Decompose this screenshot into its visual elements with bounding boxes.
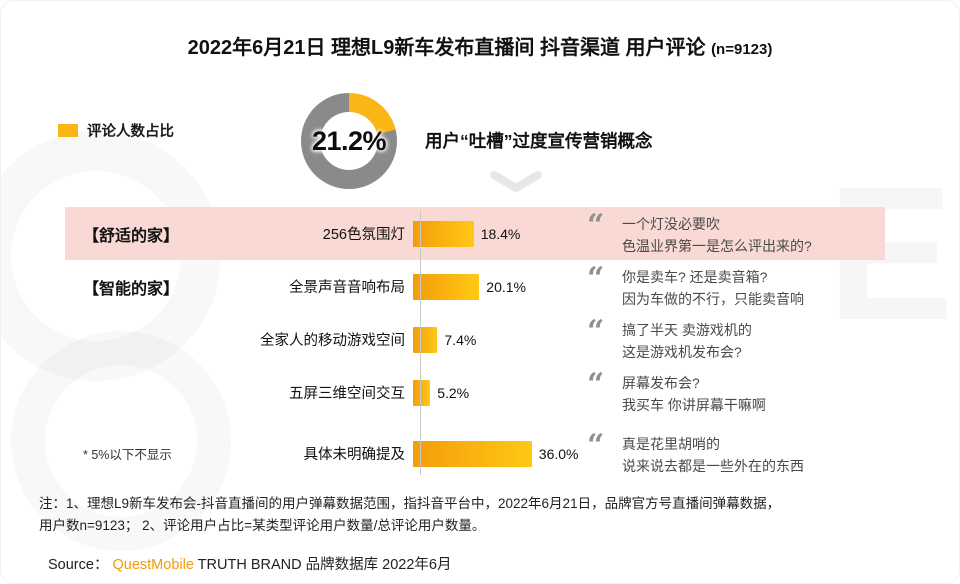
quote-cell: “ 搞了半天 卖游戏机的 这是游戏机发布会? — [587, 313, 885, 363]
chart-axis-line — [420, 211, 421, 475]
bar-chart: 【舒适的家】 256色氛围灯 18.4% “ 一个灯没必要吹 色温业界第一是怎么… — [65, 207, 885, 480]
quote-line: 搞了半天 卖游戏机的 — [622, 321, 752, 338]
legend: 评论人数占比 — [58, 120, 174, 141]
donut-percent-label: 21.2% — [311, 126, 387, 156]
chart-row: * 5%以下不显示 具体未明确提及 36.0% “ 真是花里胡哨的 说来说去都是… — [65, 427, 885, 480]
row-group-label: 【舒适的家】 — [83, 227, 180, 245]
donut-chart: 21.2% — [301, 93, 397, 189]
chart-side-note: * 5%以下不显示 — [83, 448, 172, 462]
row-group-label: 【智能的家】 — [83, 280, 180, 298]
quote-text: 搞了半天 卖游戏机的 这是游戏机发布会? — [622, 319, 752, 363]
source-brand: QuestMobile — [112, 557, 194, 573]
footnote-line: 注：1、理想L9新车发布会-抖音直播间的用户弹幕数据范围，指抖音平台中，2022… — [39, 496, 781, 511]
quote-line: 色温业界第一是怎么评出来的? — [622, 237, 812, 254]
quote-text: 一个灯没必要吹 色温业界第一是怎么评出来的? — [622, 213, 812, 257]
row-category-label: 具体未明确提及 — [303, 447, 406, 463]
bar — [413, 440, 532, 467]
row-category-label: 全家人的移动游戏空间 — [260, 333, 405, 349]
quote-text: 屏幕发布会? 我买车 你讲屏幕干嘛啊 — [622, 372, 766, 416]
quote-line: 你是卖车? 还是卖音箱? — [622, 268, 768, 285]
quote-icon: “ — [587, 260, 605, 296]
quote-cell: “ 你是卖车? 还是卖音箱? 因为车做的不行，只能卖音响 — [587, 260, 885, 310]
bar — [413, 220, 474, 247]
quote-line: 我买车 你讲屏幕干嘛啊 — [622, 396, 766, 413]
quote-text: 真是花里胡哨的 说来说去都是一些外在的东西 — [622, 433, 804, 477]
bar-cell: 5.2% — [413, 379, 587, 406]
bar — [413, 273, 480, 300]
footnote-line: 用户数n=9123； 2、评论用户占比=某类型评论用户数量/总评论用户数量。 — [39, 518, 486, 533]
donut-hole — [320, 112, 378, 170]
page-title-text: 2022年6月21日 理想L9新车发布直播间 抖音渠道 用户评论 — [187, 37, 706, 59]
legend-label: 评论人数占比 — [87, 124, 174, 140]
quote-line: 真是花里胡哨的 — [622, 435, 720, 452]
quote-line: 屏幕发布会? — [622, 374, 700, 391]
footnote: 注：1、理想L9新车发布会-抖音直播间的用户弹幕数据范围，指抖音平台中，2022… — [39, 493, 934, 537]
quote-text: 你是卖车? 还是卖音箱? 因为车做的不行，只能卖音响 — [622, 266, 804, 310]
quote-line: 说来说去都是一些外在的东西 — [622, 457, 804, 474]
bar — [413, 326, 438, 353]
bar-value-label: 20.1% — [486, 278, 526, 295]
chevron-down-icon — [489, 171, 543, 200]
bar-cell: 7.4% — [413, 326, 587, 353]
quote-line: 因为车做的不行，只能卖音响 — [622, 290, 804, 307]
bar-value-label: 5.2% — [437, 384, 470, 401]
sample-size: (n=9123) — [711, 41, 773, 58]
bar-value-label: 36.0% — [538, 445, 579, 462]
page-title: 2022年6月21日 理想L9新车发布直播间 抖音渠道 用户评论 (n=9123… — [1, 31, 959, 60]
bar-value-label: 7.4% — [444, 331, 477, 348]
row-category-label: 全景声音音响布局 — [289, 280, 405, 296]
chart-row: 【智能的家】 全景声音音响布局 20.1% “ 你是卖车? 还是卖音箱? 因为车… — [65, 260, 885, 313]
quote-cell: “ 屏幕发布会? 我买车 你讲屏幕干嘛啊 — [587, 366, 885, 416]
quote-icon: “ — [587, 366, 605, 402]
bar-value-label: 18.4% — [480, 225, 521, 242]
bar-cell: 36.0% — [413, 440, 587, 467]
row-category-label: 256色氛围灯 — [322, 227, 405, 243]
bar-cell: 18.4% — [413, 220, 587, 247]
legend-swatch — [58, 124, 78, 137]
chart-row: 五屏三维空间交互 5.2% “ 屏幕发布会? 我买车 你讲屏幕干嘛啊 — [65, 366, 885, 419]
source-line: Source： QuestMobile TRUTH BRAND 品牌数据库 20… — [48, 553, 451, 574]
quote-icon: “ — [587, 313, 605, 349]
quote-icon: “ — [587, 207, 605, 243]
bar-cell: 20.1% — [413, 273, 587, 300]
bar — [413, 379, 431, 406]
headline: 用户“吐槽”过度宣传营销概念 — [425, 131, 653, 151]
source-prefix: Source： — [48, 557, 109, 573]
source-suffix: TRUTH BRAND 品牌数据库 2022年6月 — [193, 557, 452, 573]
quote-icon: “ — [587, 427, 605, 463]
row-category-label: 五屏三维空间交互 — [289, 386, 405, 402]
quote-line: 一个灯没必要吹 — [622, 215, 720, 232]
quote-cell: “ 真是花里胡哨的 说来说去都是一些外在的东西 — [587, 427, 885, 477]
chart-row: 【舒适的家】 256色氛围灯 18.4% “ 一个灯没必要吹 色温业界第一是怎么… — [65, 207, 885, 260]
quote-line: 这是游戏机发布会? — [622, 343, 742, 360]
quote-cell: “ 一个灯没必要吹 色温业界第一是怎么评出来的? — [587, 207, 885, 257]
chart-row: 全家人的移动游戏空间 7.4% “ 搞了半天 卖游戏机的 这是游戏机发布会? — [65, 313, 885, 366]
